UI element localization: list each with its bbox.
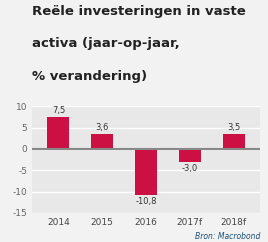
Bar (223, 134, 245, 149)
Text: 3,5: 3,5 (227, 123, 240, 132)
Text: -3,0: -3,0 (182, 164, 198, 173)
Text: 7,5: 7,5 (52, 106, 65, 115)
Text: activa (jaar-op-jaar,: activa (jaar-op-jaar, (32, 37, 180, 50)
Text: % verandering): % verandering) (32, 70, 147, 83)
Bar (91, 134, 113, 149)
Text: Reële investeringen in vaste: Reële investeringen in vaste (32, 5, 246, 18)
Bar (47, 117, 69, 149)
Text: 3,6: 3,6 (96, 123, 109, 132)
Text: Bron: Macrobond: Bron: Macrobond (195, 232, 260, 241)
Bar (179, 149, 201, 162)
Text: -10,8: -10,8 (135, 197, 157, 206)
Bar (135, 149, 157, 195)
